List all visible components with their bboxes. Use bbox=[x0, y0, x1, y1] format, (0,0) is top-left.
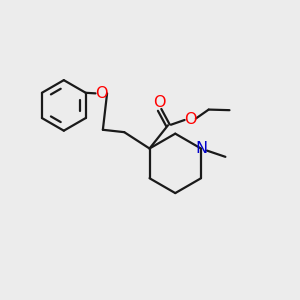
Text: O: O bbox=[184, 112, 197, 128]
Text: N: N bbox=[195, 141, 207, 156]
Text: O: O bbox=[95, 86, 107, 101]
Text: O: O bbox=[153, 95, 166, 110]
